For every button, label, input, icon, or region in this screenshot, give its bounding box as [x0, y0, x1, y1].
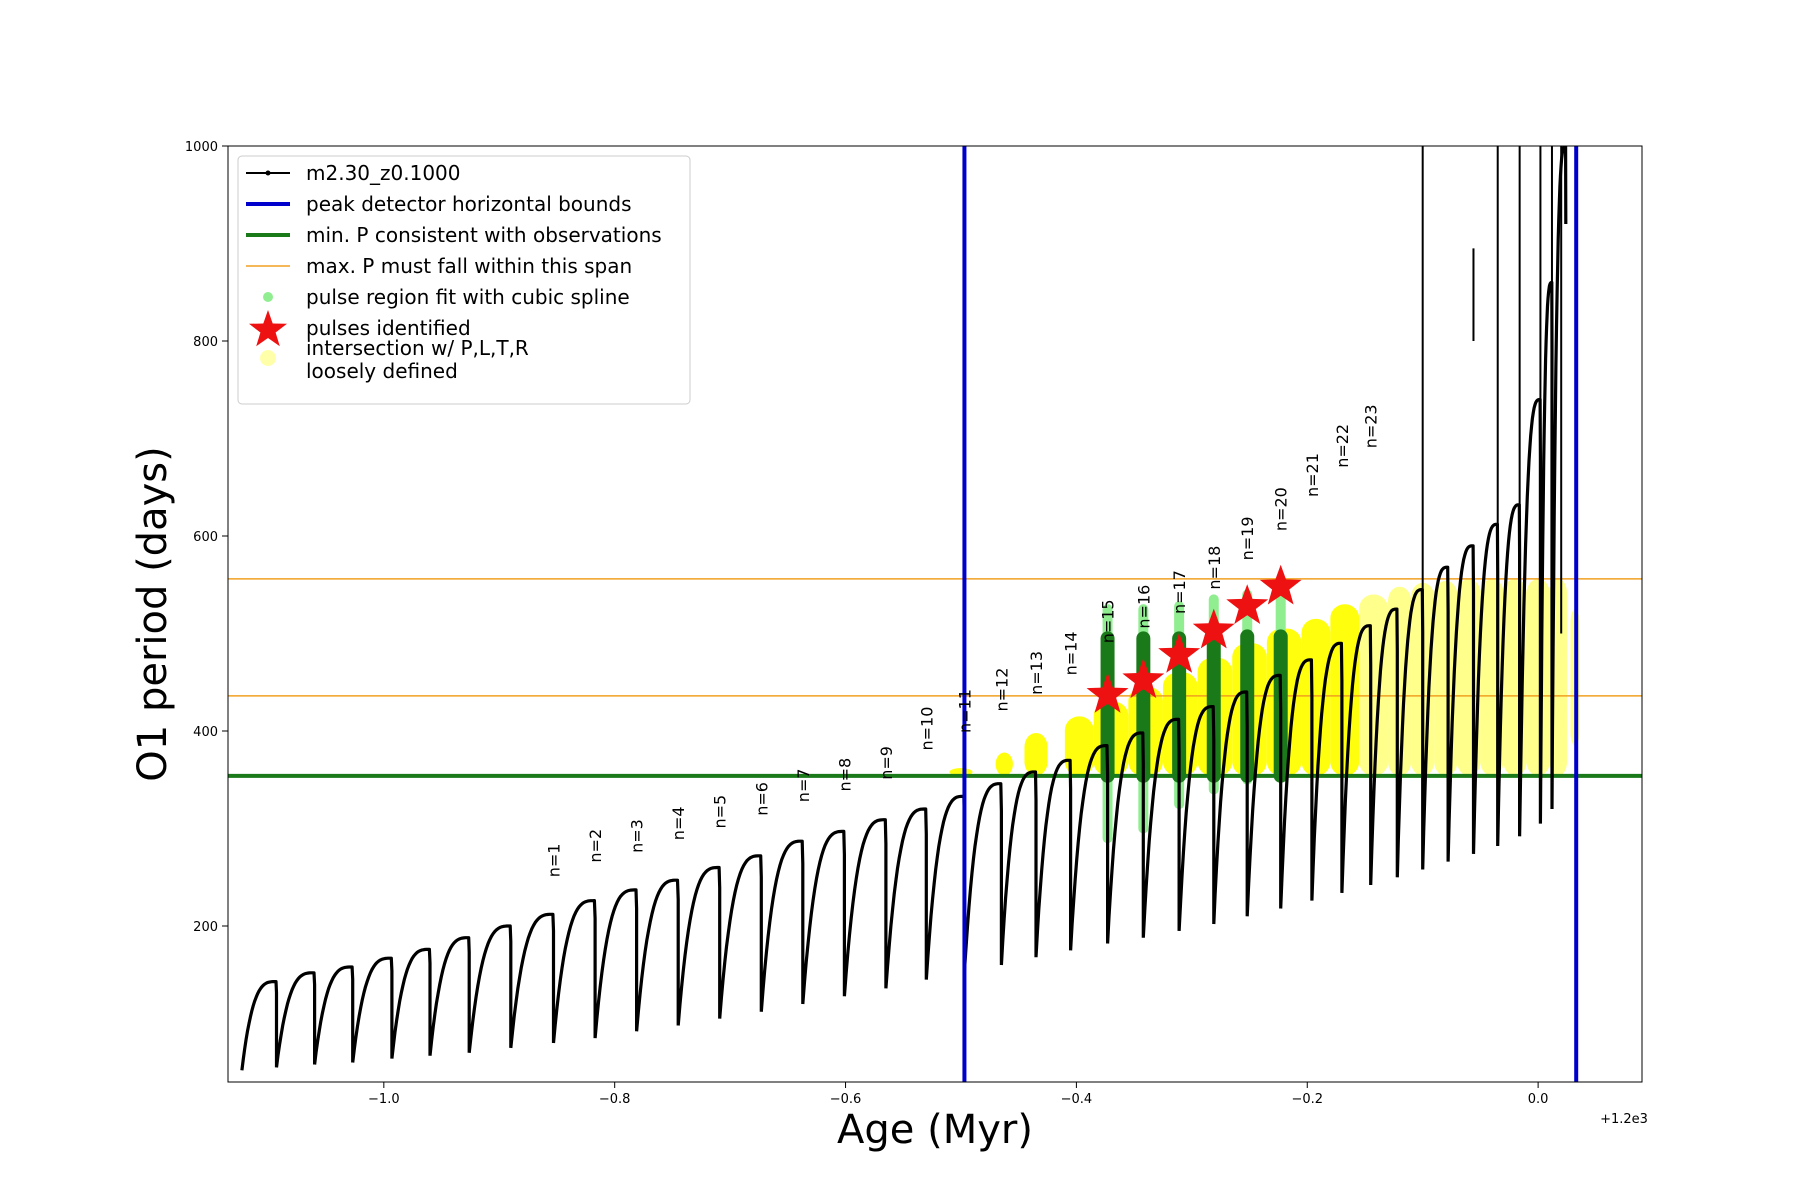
pulse-label: n=17: [1170, 570, 1189, 614]
pulse-star: [1226, 584, 1269, 624]
pulse-label: n=19: [1238, 516, 1257, 560]
intersection-region: [1064, 716, 1094, 776]
pulse-star: [1122, 658, 1165, 699]
pulse-label: n=15: [1099, 599, 1118, 643]
pulse-label: n=9: [877, 746, 896, 780]
pulse-label: n=11: [955, 689, 974, 733]
x-axis-offset-label: +1.2e3: [1600, 1112, 1648, 1127]
intersection-region: [1388, 586, 1412, 776]
legend-swatch: [260, 350, 276, 366]
legend-label: peak detector horizontal bounds: [306, 192, 632, 216]
y-tick-label: 600: [193, 530, 218, 545]
track-line: [240, 146, 1568, 1071]
pulse-label: n=10: [917, 707, 936, 751]
pulse-label: n=8: [835, 758, 854, 792]
intersection-region: [1024, 732, 1048, 776]
y-tick-label: 1000: [185, 140, 218, 155]
x-tick-label: −1.0: [368, 1092, 400, 1107]
pulse-label: n=16: [1134, 585, 1153, 629]
pulse-labels: n=1 n=2 n=3 n=4 n=5 n=6 n=7 n=8 n=9 n=10 n=11 n=12 n…: [545, 404, 1381, 877]
evolution-track: [240, 146, 1568, 1071]
pulse-label: n=1: [545, 844, 564, 878]
y-tick-label: 400: [193, 725, 218, 740]
intersection-region: [1526, 578, 1550, 776]
identified-pulse-stars: [1086, 564, 1302, 713]
x-tick-label: −0.6: [830, 1092, 862, 1107]
pulse-star: [1158, 633, 1201, 673]
legend-label: pulses identified: [306, 316, 471, 340]
pulse-label: n=4: [669, 806, 688, 840]
pulse-label: n=3: [628, 819, 647, 853]
legend-swatch: [263, 292, 273, 302]
y-tick-label: 200: [193, 920, 218, 935]
y-axis-ticks: 200 400 600 800 1000: [185, 140, 228, 935]
pulse-label: n=14: [1062, 631, 1081, 675]
pulse-label: n=23: [1362, 404, 1381, 448]
legend-label: min. P consistent with observations: [306, 223, 662, 247]
pulse-star: [1086, 672, 1129, 713]
horizontal-reference-lines: [228, 578, 1642, 778]
pulse-label: n=6: [752, 782, 771, 816]
pulse-label: n=21: [1303, 453, 1322, 497]
legend-label: max. P must fall within this span: [306, 254, 632, 278]
intersection-region: [1359, 594, 1389, 776]
pulse-label: n=18: [1205, 546, 1224, 590]
y-tick-label: 800: [193, 335, 218, 350]
pulse-label: n=5: [711, 795, 730, 829]
x-axis-label: Age (Myr): [837, 1107, 1033, 1153]
legend-label-line2: loosely defined: [306, 359, 458, 383]
peak-detector-bounds: [962, 146, 1579, 1082]
x-tick-label: −0.2: [1291, 1092, 1323, 1107]
x-tick-label: −0.4: [1061, 1092, 1093, 1107]
legend-label: m2.30_z0.1000: [306, 161, 461, 185]
intersection-region: [995, 752, 1013, 776]
legend-label: intersection w/ P,L,T,R: [306, 336, 529, 360]
intersection-region: [1301, 618, 1331, 776]
pulse-star: [1192, 608, 1235, 649]
pulse-label: n=13: [1027, 651, 1046, 695]
x-axis-ticks: −1.0 −0.8 −0.6 −0.4 −0.2 0.0: [368, 1082, 1548, 1107]
pulse-label: n=20: [1272, 487, 1291, 531]
pulse-label: n=12: [992, 668, 1011, 712]
pulse-star: [1259, 564, 1302, 605]
legend-box: [237, 155, 691, 405]
y-axis-label: O1 period (days): [130, 446, 176, 781]
pulse-label: n=2: [586, 829, 605, 863]
pulse-label: n=22: [1333, 424, 1352, 468]
intersection-region: [1330, 604, 1360, 776]
x-tick-label: 0.0: [1528, 1092, 1549, 1107]
pulse-label: n=7: [794, 768, 813, 802]
legend-swatch: [249, 310, 287, 347]
legend-swatch-dot: [265, 170, 271, 176]
x-tick-label: −0.8: [599, 1092, 631, 1107]
legend-label: pulse region fit with cubic spline: [306, 285, 630, 309]
plot-frame: [227, 145, 1643, 1083]
